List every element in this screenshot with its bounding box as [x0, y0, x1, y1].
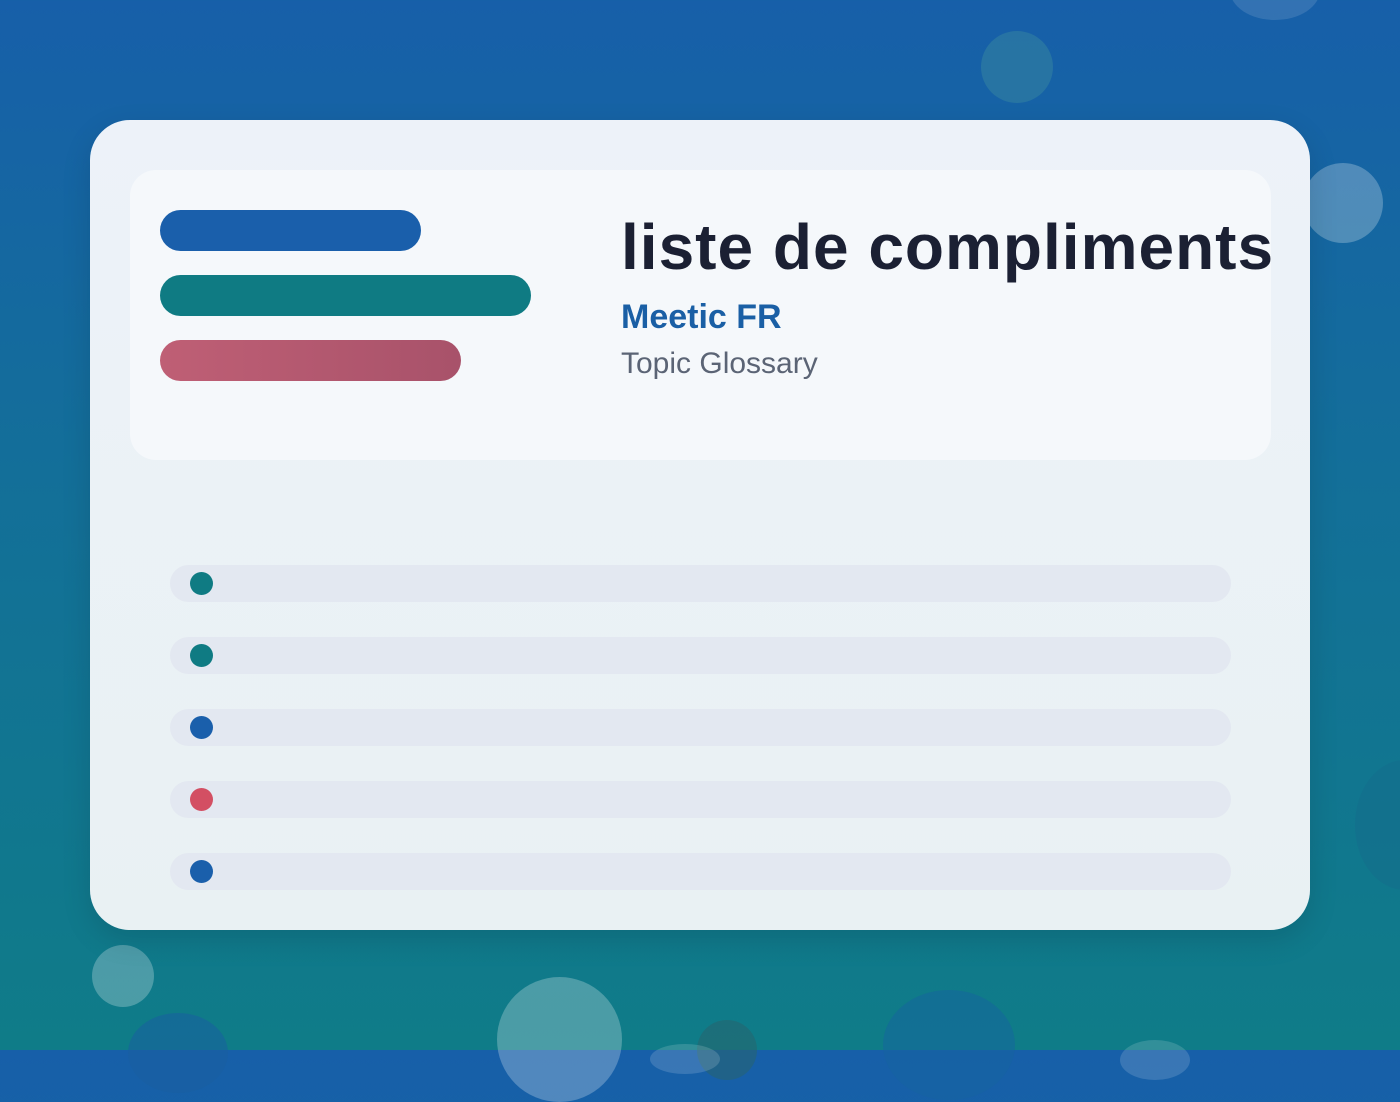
background-bubble — [1230, 0, 1320, 20]
background-bubble — [497, 977, 622, 1102]
legend-bar-blue — [160, 210, 421, 251]
bullet-dot-icon — [190, 788, 213, 811]
background-bubble — [981, 31, 1053, 103]
main-card: liste de compliments Meetic FR Topic Glo… — [90, 120, 1310, 930]
background-bubble — [883, 990, 1015, 1100]
legend-bar-teal — [160, 275, 531, 316]
background-bubble — [1355, 760, 1400, 890]
background-bubble — [650, 1044, 720, 1074]
background-bubble — [1303, 163, 1383, 243]
list-item[interactable] — [170, 565, 1231, 602]
header-panel: liste de compliments Meetic FR Topic Glo… — [130, 170, 1275, 460]
list-item[interactable] — [170, 853, 1231, 890]
list-item[interactable] — [170, 637, 1231, 674]
page-subtitle: Topic Glossary — [621, 347, 818, 380]
bullet-dot-icon — [190, 572, 213, 595]
bullet-dot-icon — [190, 860, 213, 883]
list-item[interactable] — [170, 781, 1231, 818]
background-bubble — [1120, 1040, 1190, 1080]
list-item[interactable] — [170, 709, 1231, 746]
legend-bar-pink — [160, 340, 461, 381]
background-bubble — [128, 1013, 228, 1093]
background-bubble — [92, 945, 154, 1007]
glossary-list — [170, 565, 1231, 925]
bullet-dot-icon — [190, 644, 213, 667]
brand-label: Meetic FR — [621, 298, 782, 336]
page-title: liste de compliments — [621, 211, 1275, 283]
bullet-dot-icon — [190, 716, 213, 739]
